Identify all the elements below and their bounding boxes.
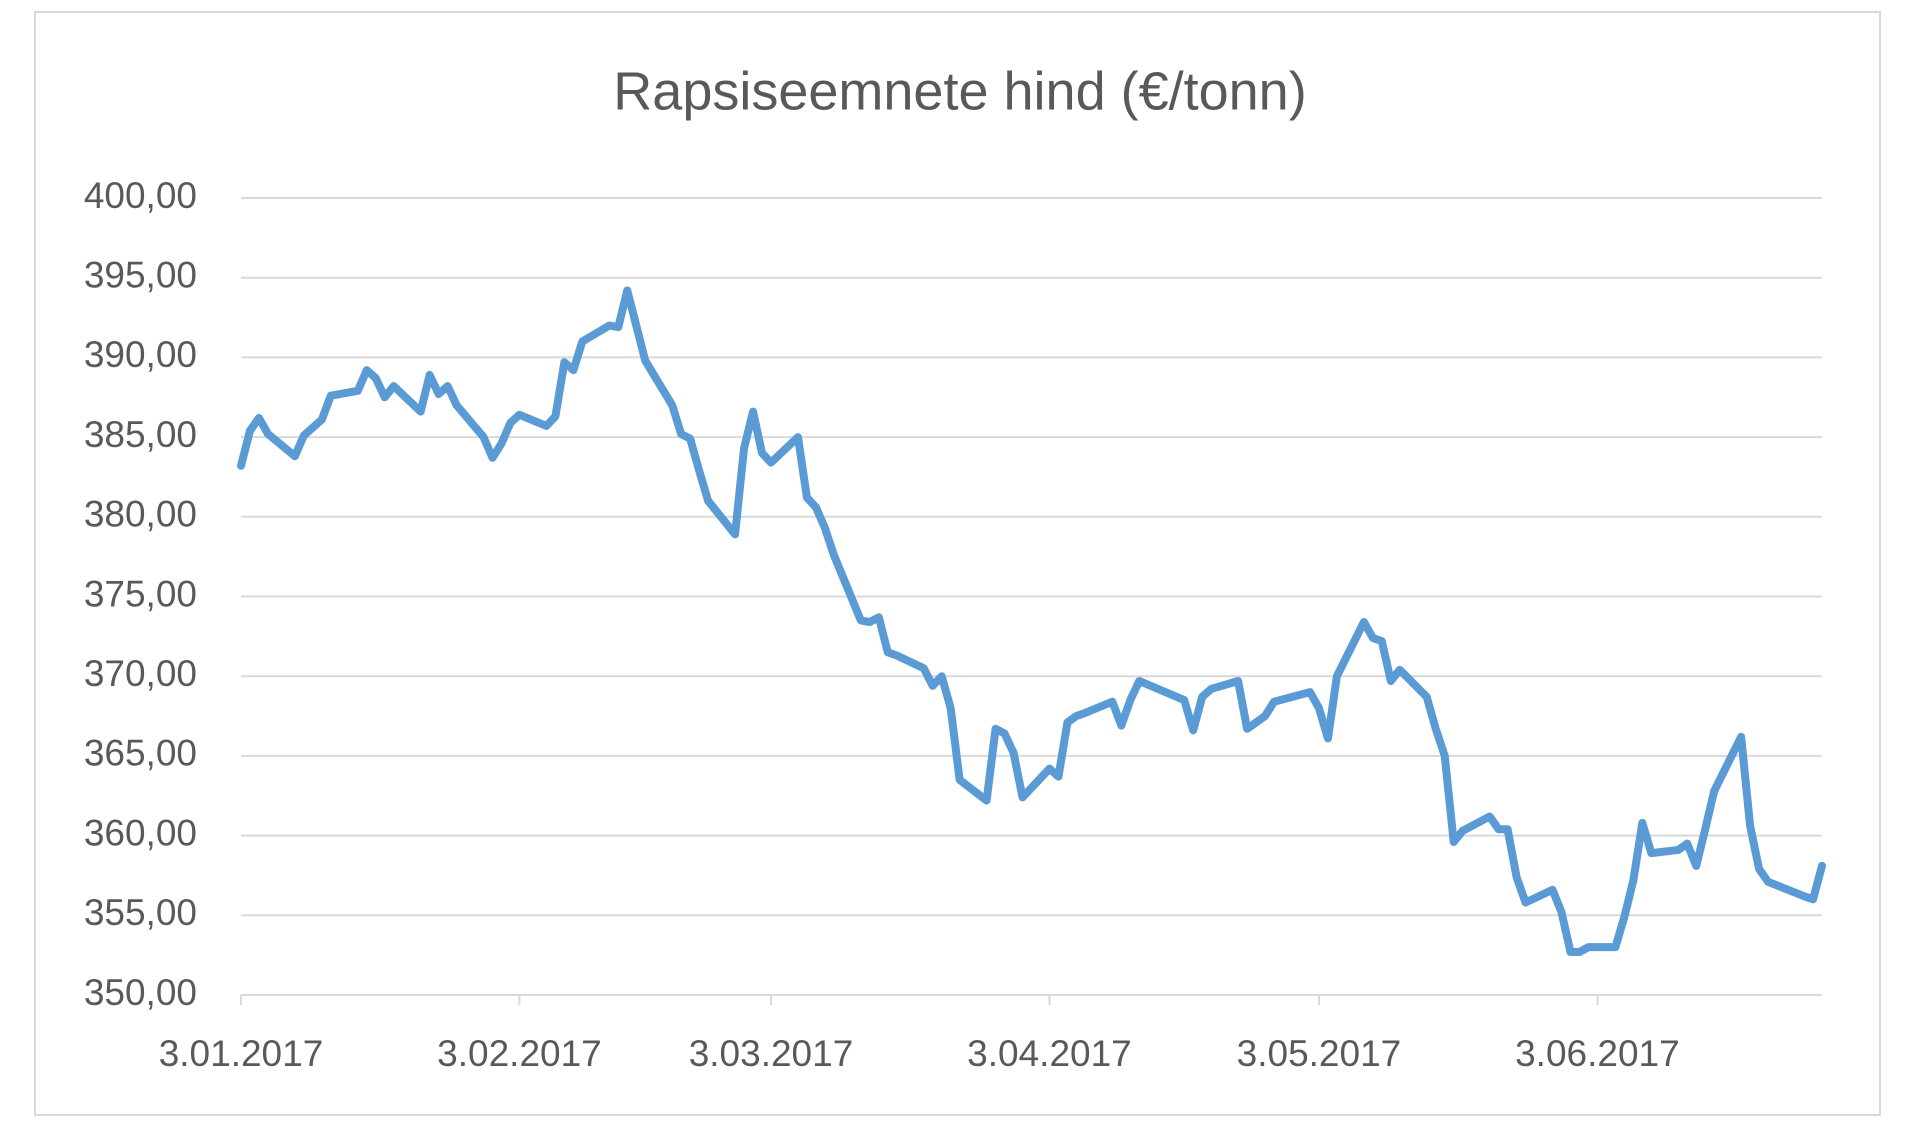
x-tick-label: 3.02.2017 — [437, 1033, 602, 1074]
y-tick-label: 390,00 — [84, 334, 197, 375]
x-tick-label: 3.05.2017 — [1237, 1033, 1402, 1074]
x-tick-label: 3.04.2017 — [967, 1033, 1132, 1074]
y-tick-label: 355,00 — [84, 892, 197, 933]
y-tick-label: 385,00 — [84, 414, 197, 455]
y-tick-label: 370,00 — [84, 653, 197, 694]
chart-border — [34, 11, 1881, 1116]
y-tick-label: 395,00 — [84, 254, 197, 295]
y-tick-label: 365,00 — [84, 733, 197, 774]
y-tick-label: 350,00 — [84, 972, 197, 1013]
x-tick-label: 3.06.2017 — [1515, 1033, 1680, 1074]
x-tick-label: 3.01.2017 — [159, 1033, 324, 1074]
data-line — [237, 286, 1826, 956]
y-tick-label: 375,00 — [84, 573, 197, 614]
y-tick-label: 360,00 — [84, 812, 197, 853]
chart-title: Rapsiseemnete hind (€/tonn) — [613, 61, 1306, 121]
y-tick-label: 400,00 — [84, 175, 197, 216]
y-tick-label: 380,00 — [84, 494, 197, 535]
x-tick-label: 3.03.2017 — [689, 1033, 854, 1074]
